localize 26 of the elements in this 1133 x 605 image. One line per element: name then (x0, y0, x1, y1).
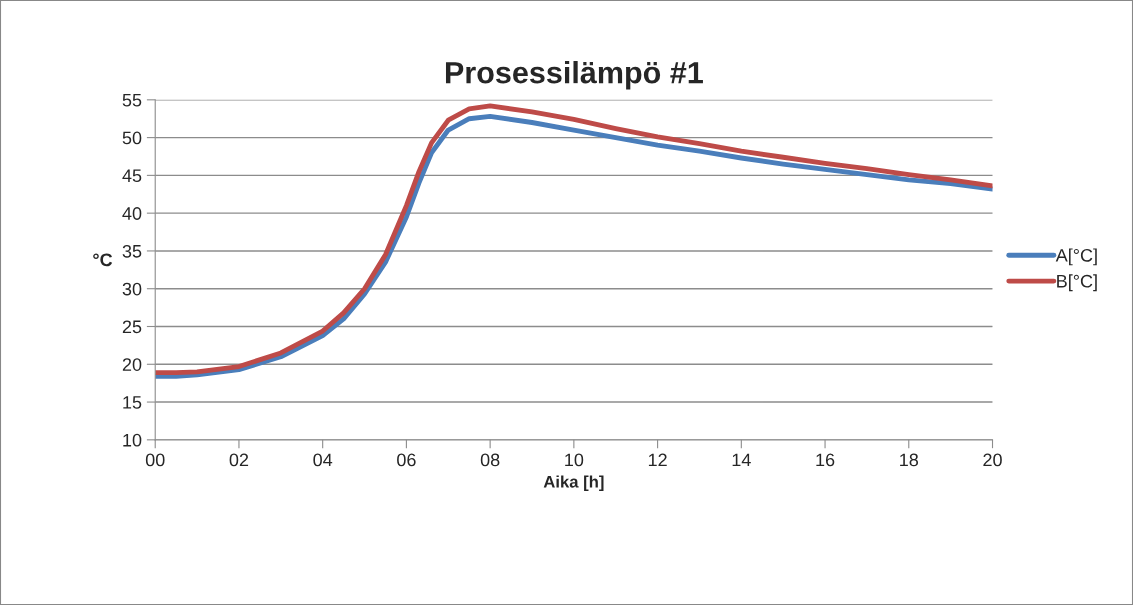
y-tick-label: 25 (122, 320, 142, 334)
y-tick-label: 15 (123, 396, 142, 409)
y-tick-label: 50 (122, 131, 142, 145)
x-tick-label: 14 (732, 453, 751, 467)
x-tick-label: 10 (565, 453, 584, 467)
x-axis-title: Aika [h] (543, 475, 604, 491)
y-tick-label: 35 (122, 244, 142, 258)
x-tick-label: 04 (313, 453, 333, 467)
legend-label: A[°C] (1055, 248, 1097, 266)
x-tick-label: 18 (900, 453, 919, 467)
y-tick-label: 20 (122, 358, 142, 371)
y-tick-label: 10 (123, 433, 142, 447)
chart-title: Prosessilämpö #1 (445, 61, 703, 90)
y-axis-title: °C (93, 253, 113, 267)
y-tick-label: 45 (122, 169, 142, 183)
legend-label: B[°C] (1057, 274, 1097, 292)
y-tick-label: 30 (122, 282, 142, 296)
y-tick-label: 40 (122, 207, 142, 220)
y-tick-label: 55 (122, 93, 142, 107)
x-tick-label: 00 (145, 453, 165, 467)
x-tick-label: 02 (229, 453, 249, 467)
x-tick-label: 08 (480, 453, 500, 467)
x-tick-label: 20 (983, 453, 1002, 467)
x-tick-label: 06 (397, 453, 416, 467)
x-tick-label: 12 (648, 453, 667, 467)
x-tick-label: 16 (816, 453, 835, 467)
